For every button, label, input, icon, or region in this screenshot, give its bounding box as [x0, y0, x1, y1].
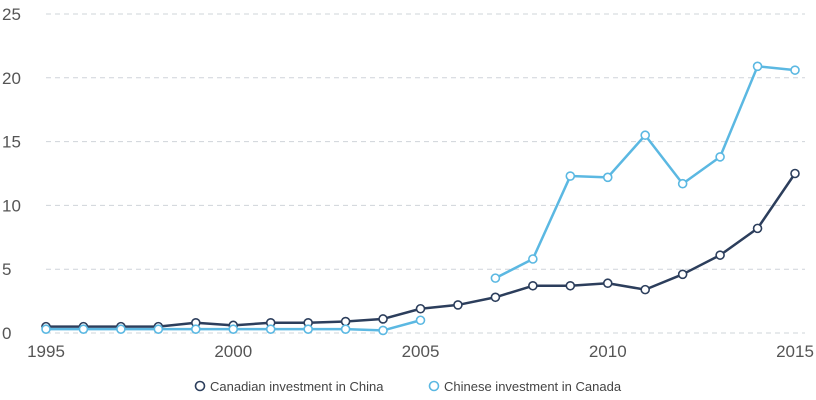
data-point[interactable] [528, 254, 538, 264]
y-axis: 0 5 10 15 20 25 [2, 5, 21, 343]
series-1 [41, 168, 800, 332]
data-point[interactable] [715, 152, 725, 162]
x-tick-label: 2005 [402, 342, 440, 361]
data-point[interactable] [640, 130, 651, 141]
data-point[interactable] [790, 65, 800, 75]
data-point[interactable] [41, 324, 51, 334]
legend-label: Canadian investment in China [210, 379, 384, 394]
data-point[interactable] [565, 280, 576, 291]
x-tick-label: 1995 [27, 342, 65, 361]
data-point[interactable] [153, 324, 164, 334]
data-point[interactable] [490, 292, 501, 303]
data-point[interactable] [415, 303, 426, 314]
data-point[interactable] [415, 315, 426, 326]
data-point[interactable] [191, 324, 201, 334]
data-point[interactable] [303, 324, 313, 334]
data-point[interactable] [565, 171, 576, 181]
x-tick-label: 2000 [214, 342, 252, 361]
data-point[interactable] [340, 324, 351, 334]
grid-lines [46, 13, 805, 334]
y-tick-label: 10 [2, 196, 21, 215]
data-point[interactable] [378, 314, 388, 324]
data-point[interactable] [752, 223, 763, 234]
data-point[interactable] [265, 324, 276, 334]
data-point[interactable] [528, 280, 538, 291]
series-line [44, 172, 797, 328]
x-axis: 1995 2000 2005 2010 2015 [27, 342, 814, 361]
data-point[interactable] [228, 324, 239, 334]
data-point[interactable] [453, 300, 463, 310]
legend-item-1[interactable]: Canadian investment in China [194, 379, 385, 394]
legend[interactable]: Canadian investment in China Chinese inve… [194, 379, 622, 394]
data-point[interactable] [640, 284, 651, 295]
data-point[interactable] [790, 168, 800, 179]
legend-marker-icon [194, 380, 206, 392]
data-point[interactable] [677, 269, 688, 280]
legend-item-2[interactable]: Chinese investment in Canada [428, 379, 622, 394]
data-point[interactable] [78, 324, 89, 334]
legend-marker-icon [428, 380, 440, 392]
y-tick-label: 5 [2, 260, 11, 279]
series-line [494, 65, 797, 280]
data-point[interactable] [602, 172, 613, 183]
data-point[interactable] [677, 178, 688, 189]
y-tick-label: 25 [2, 5, 21, 24]
data-point[interactable] [602, 278, 613, 289]
y-tick-label: 20 [2, 69, 21, 88]
x-tick-label: 2015 [776, 342, 814, 361]
series-2 [41, 61, 800, 336]
y-tick-label: 0 [2, 324, 11, 343]
data-point[interactable] [340, 316, 351, 327]
data-point[interactable] [378, 325, 388, 336]
series-layer [41, 61, 800, 336]
y-tick-label: 15 [2, 133, 21, 152]
data-point[interactable] [490, 273, 501, 283]
legend-label: Chinese investment in Canada [444, 379, 622, 394]
data-point[interactable] [752, 61, 763, 72]
data-point[interactable] [715, 250, 725, 260]
x-tick-label: 2010 [589, 342, 627, 361]
data-point[interactable] [116, 324, 126, 334]
